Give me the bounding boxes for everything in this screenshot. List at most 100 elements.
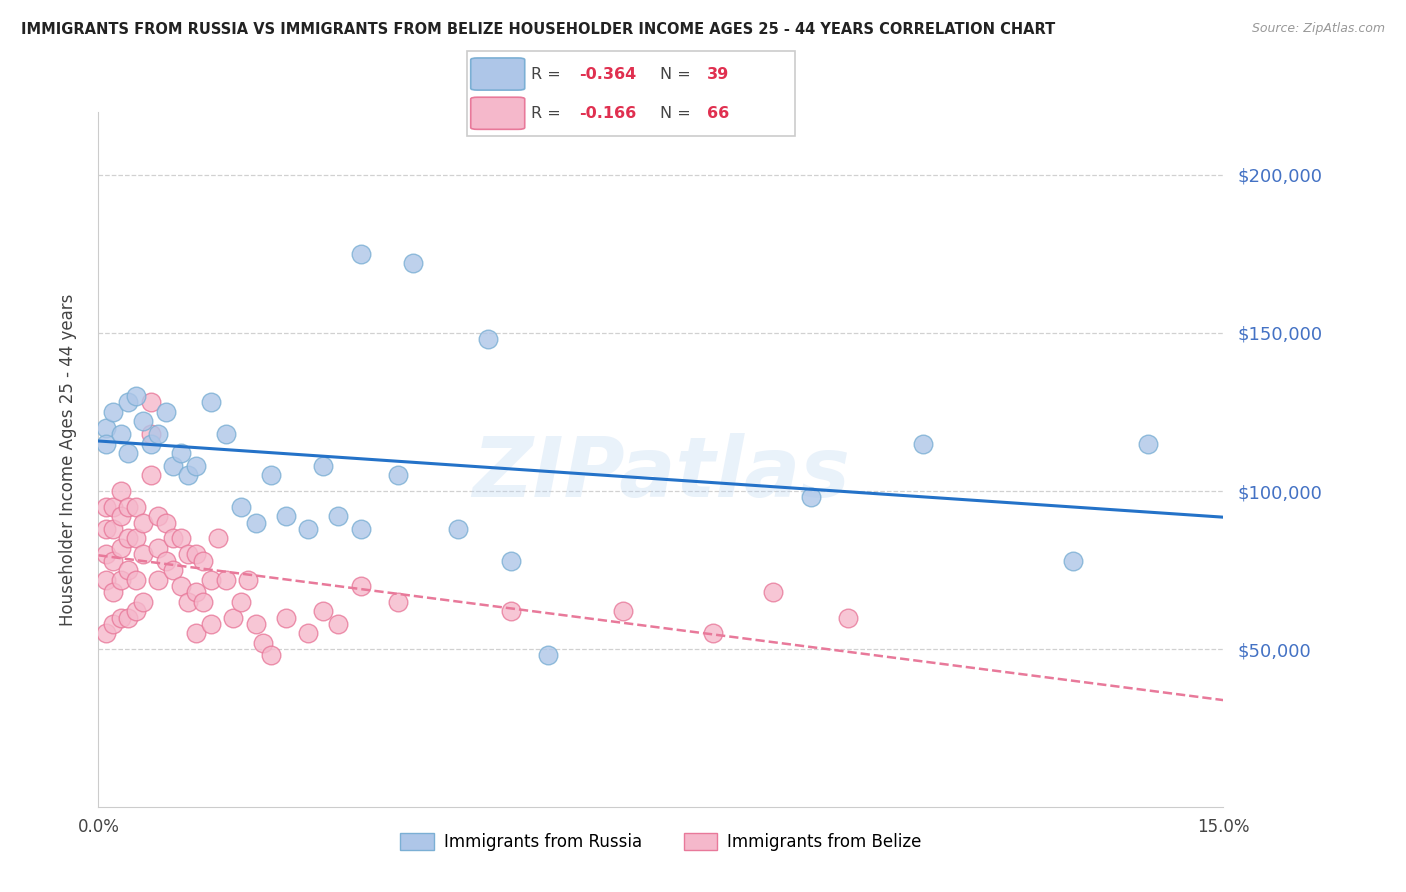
Point <box>103 522 125 536</box>
Point <box>117 500 139 514</box>
Point <box>184 458 207 473</box>
Point <box>200 573 222 587</box>
Point <box>94 547 117 561</box>
Point <box>170 532 193 546</box>
Point <box>103 405 125 419</box>
Point <box>193 553 215 567</box>
Point <box>117 446 139 460</box>
Point <box>148 427 170 442</box>
Point <box>103 553 125 567</box>
Point <box>207 532 229 546</box>
Text: 66: 66 <box>707 106 730 120</box>
Point <box>94 421 117 435</box>
FancyBboxPatch shape <box>471 58 524 90</box>
Point <box>762 585 785 599</box>
Point <box>350 522 373 536</box>
Point <box>238 573 260 587</box>
Point <box>177 547 200 561</box>
Point <box>215 427 238 442</box>
Point <box>200 395 222 409</box>
Point <box>110 427 132 442</box>
Point <box>912 436 935 450</box>
Point <box>125 573 148 587</box>
Point <box>274 509 297 524</box>
Point <box>193 595 215 609</box>
Point <box>184 585 207 599</box>
Point <box>148 509 170 524</box>
Point <box>177 468 200 483</box>
Point <box>229 500 252 514</box>
Text: Source: ZipAtlas.com: Source: ZipAtlas.com <box>1251 22 1385 36</box>
Point <box>117 610 139 624</box>
Point <box>537 648 560 663</box>
Point <box>125 604 148 618</box>
Point <box>612 604 634 618</box>
Point <box>477 332 499 346</box>
Point <box>117 532 139 546</box>
Point <box>312 458 335 473</box>
Point <box>139 427 162 442</box>
Point <box>447 522 470 536</box>
Point <box>103 500 125 514</box>
Point <box>148 541 170 555</box>
Point <box>103 585 125 599</box>
Point <box>260 468 283 483</box>
Point <box>139 395 162 409</box>
Point <box>139 468 162 483</box>
Point <box>184 547 207 561</box>
Point <box>132 516 155 530</box>
Point <box>110 573 132 587</box>
Point <box>297 522 319 536</box>
Point <box>94 500 117 514</box>
FancyBboxPatch shape <box>471 97 524 129</box>
Point <box>170 446 193 460</box>
Text: 39: 39 <box>707 67 730 81</box>
Point <box>103 616 125 631</box>
Point <box>125 532 148 546</box>
Point <box>155 553 177 567</box>
Point <box>245 516 267 530</box>
Point <box>260 648 283 663</box>
Point <box>110 541 132 555</box>
Point <box>94 626 117 640</box>
Point <box>215 573 238 587</box>
Point <box>200 616 222 631</box>
Point <box>94 522 117 536</box>
Point <box>1137 436 1160 450</box>
Point <box>328 509 350 524</box>
Y-axis label: Householder Income Ages 25 - 44 years: Householder Income Ages 25 - 44 years <box>59 293 77 625</box>
Point <box>132 414 155 428</box>
Point <box>148 573 170 587</box>
Point <box>350 247 373 261</box>
Point <box>350 579 373 593</box>
Point <box>297 626 319 640</box>
Point <box>110 610 132 624</box>
Point <box>125 389 148 403</box>
Text: -0.364: -0.364 <box>579 67 636 81</box>
FancyBboxPatch shape <box>467 51 794 136</box>
Point <box>132 547 155 561</box>
Point <box>162 458 184 473</box>
Point <box>387 468 409 483</box>
Point <box>139 436 162 450</box>
Text: R =: R = <box>531 106 567 120</box>
Point <box>274 610 297 624</box>
Point <box>499 604 522 618</box>
Point <box>402 256 425 270</box>
Text: R =: R = <box>531 67 567 81</box>
Point <box>155 516 177 530</box>
Point <box>117 395 139 409</box>
Point <box>312 604 335 618</box>
Point <box>702 626 724 640</box>
Text: -0.166: -0.166 <box>579 106 636 120</box>
Point <box>328 616 350 631</box>
Point <box>132 595 155 609</box>
Point <box>222 610 245 624</box>
Legend: Immigrants from Russia, Immigrants from Belize: Immigrants from Russia, Immigrants from … <box>394 827 928 858</box>
Point <box>110 483 132 498</box>
Point <box>177 595 200 609</box>
Point <box>162 532 184 546</box>
Text: N =: N = <box>659 106 696 120</box>
Point <box>125 500 148 514</box>
Point <box>245 616 267 631</box>
